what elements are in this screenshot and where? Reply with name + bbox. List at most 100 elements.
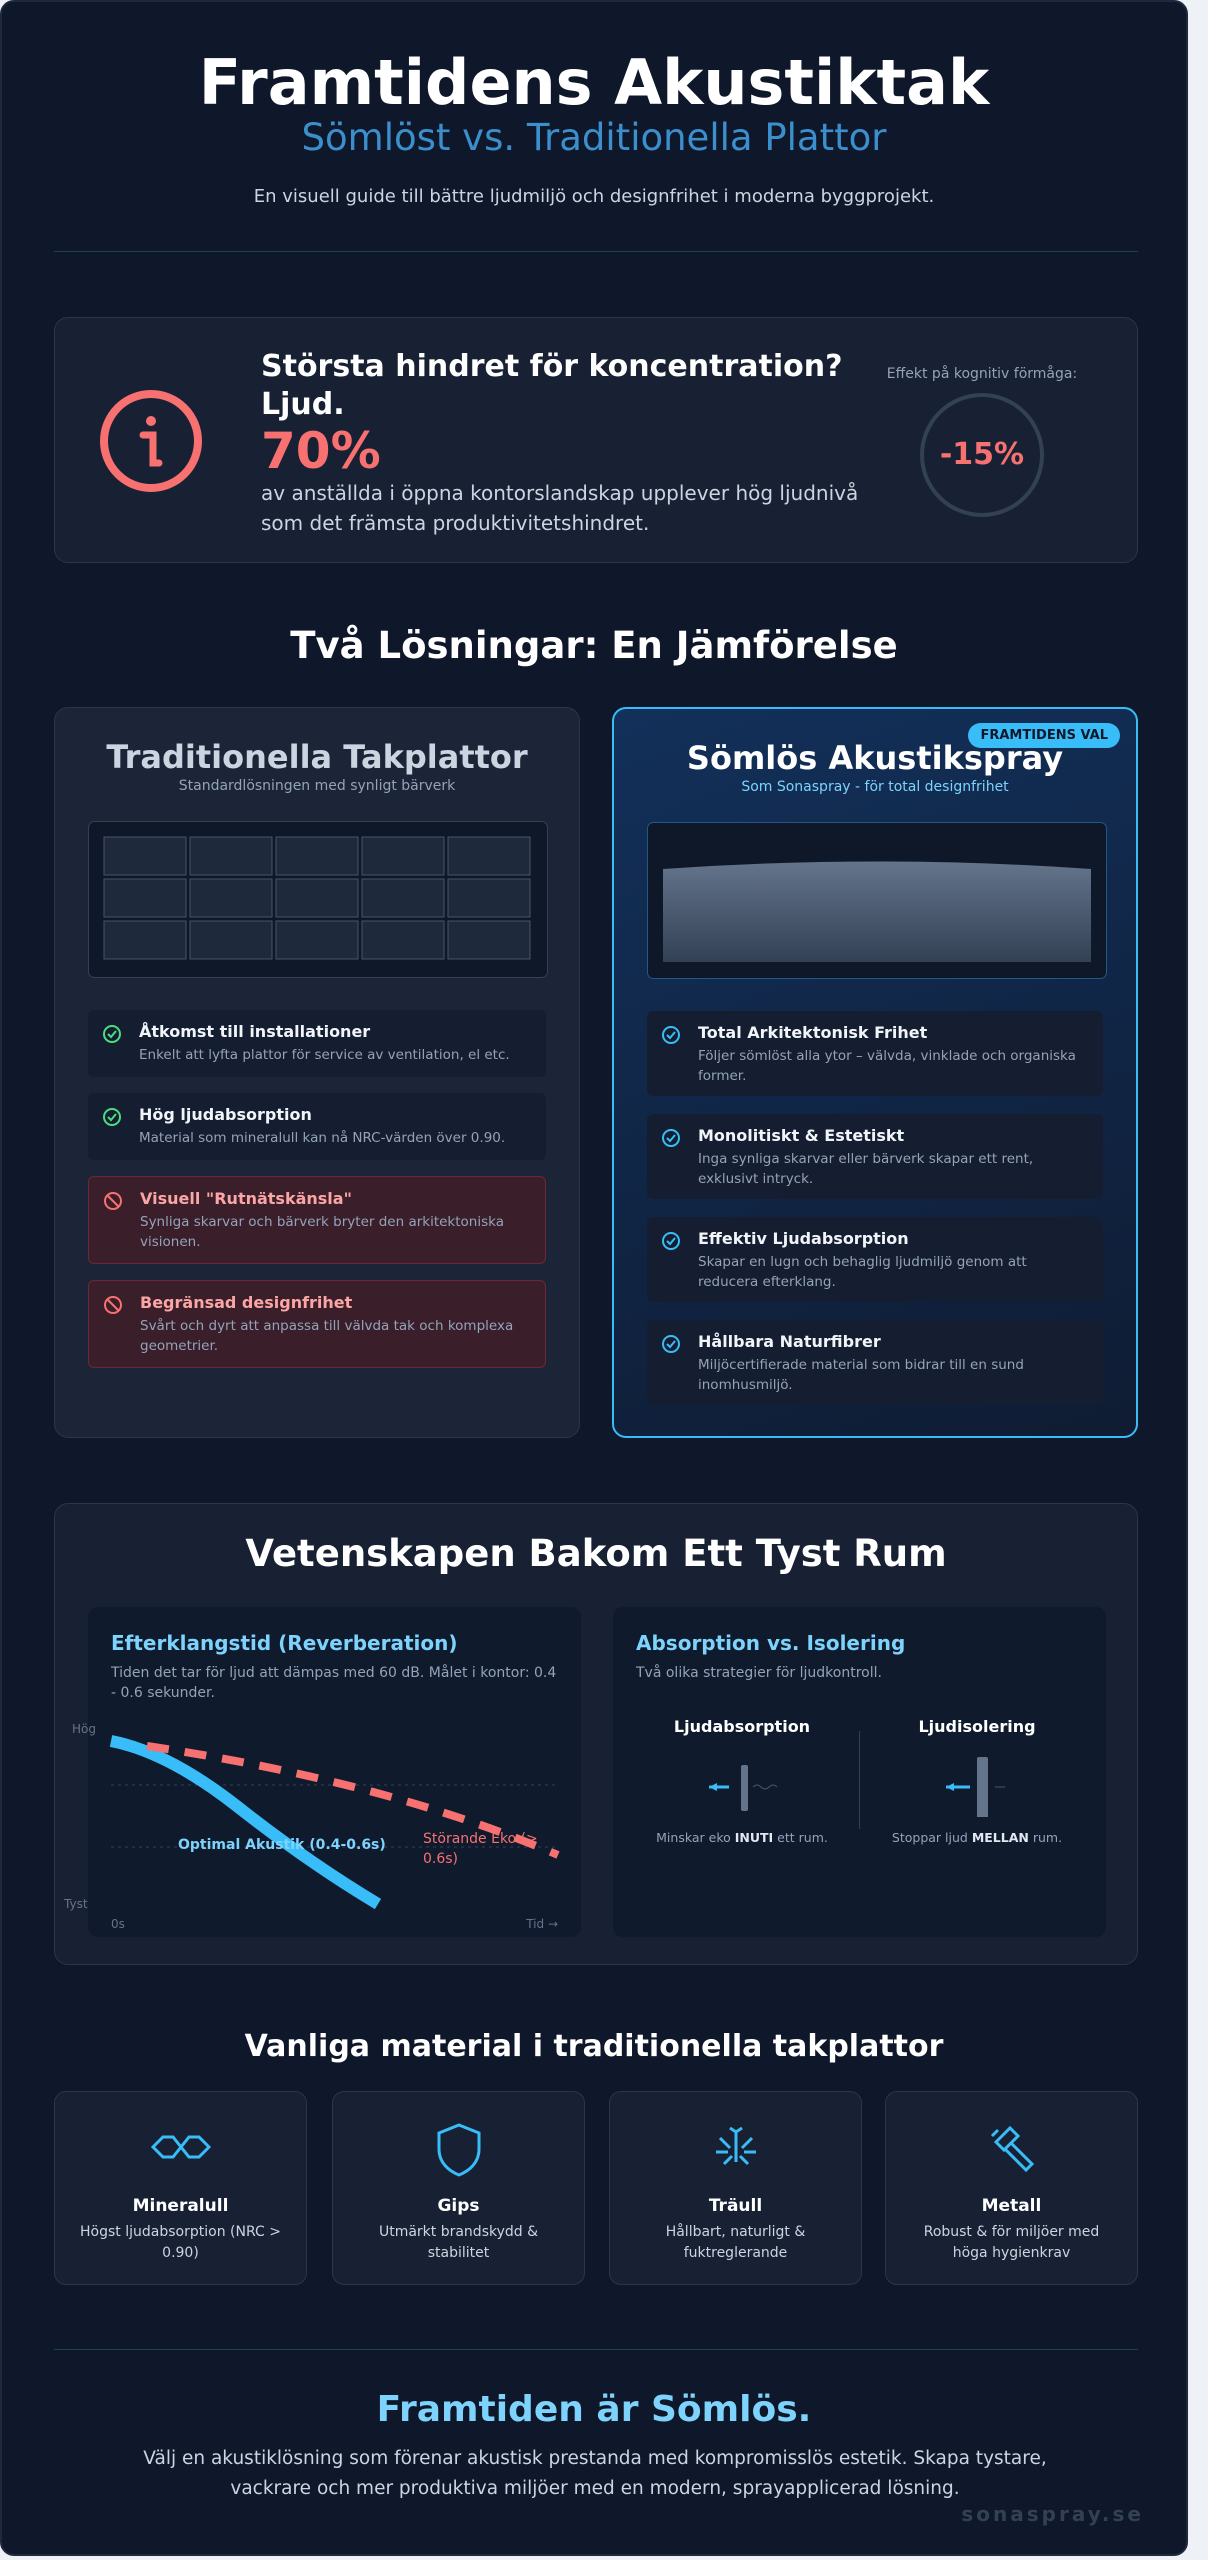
concept-title: Ljudabsorption [673, 1717, 811, 1736]
caption-text: ett rum. [773, 1830, 828, 1845]
pro-item: Åtkomst till installationer Enkelt att ly… [88, 1010, 546, 1077]
item-text: Synliga skarvar och bärverk bryter den a… [140, 1214, 504, 1250]
section-title: Vetenskapen Bakom Ett Tyst Rum [245, 1532, 947, 1575]
material-name: Gips [437, 2196, 480, 2216]
card-subtitle: Standardlösningen med synligt bärverk [178, 778, 456, 794]
axis-label: Tid → [525, 1917, 558, 1931]
panel-text: Tiden det tar för ljud att dämpas med 60… [111, 1665, 557, 1701]
ceiling-tile [103, 920, 187, 960]
material-text: Utmärkt brandskydd & stabilitet [378, 2224, 539, 2261]
axis-label: Tyst [63, 1897, 88, 1911]
seamless-illustration [647, 822, 1107, 979]
tile-grid [88, 821, 548, 978]
caption-text: Minskar eko [656, 1830, 735, 1845]
ceiling-tile [189, 878, 273, 918]
axis-label: Hög [72, 1722, 96, 1736]
divider [54, 2349, 1138, 2350]
item-text: Inga synliga skarvar eller bärverk skapa… [698, 1151, 1034, 1187]
item-title: Effektiv Ljudabsorption [698, 1229, 909, 1248]
ceiling-tile [447, 878, 531, 918]
material-card: Gips Utmärkt brandskydd & stabilitet [332, 2091, 585, 2285]
ceiling-tile [361, 878, 445, 918]
divider [54, 251, 1138, 252]
seamless-card: FRAMTIDENS VAL Sömlös Akustikspray Som S… [612, 707, 1138, 1438]
ceiling-tile [189, 920, 273, 960]
divider [859, 1731, 860, 1829]
item-title: Hållbara Naturfibrer [698, 1332, 881, 1351]
traditional-card: Traditionella Takplattor Standardlösning… [54, 707, 580, 1438]
caption-text: rum. [1028, 1830, 1063, 1845]
material-card: Mineralull Högst ljudabsorption (NRC > 0.… [54, 2091, 307, 2285]
card-title: Traditionella Takplattor [106, 738, 528, 776]
caption-emphasis: MELLAN [971, 1830, 1029, 1845]
item-text: Följer sömlöst alla ytor – välvda, vinkl… [698, 1048, 1076, 1084]
item-text: Svårt och dyrt att anpassa till välvda t… [140, 1318, 514, 1354]
item-title: Total Arkitektonisk Frihet [698, 1023, 928, 1042]
feature-item: Total Arkitektonisk Frihet Följer sömlöst… [647, 1011, 1103, 1096]
ceiling-tile [361, 836, 445, 876]
science-card: Vetenskapen Bakom Ett Tyst Rum Efterklan… [54, 1503, 1138, 1965]
panel-title: Absorption vs. Isolering [636, 1631, 906, 1655]
concept-icons [709, 1757, 1005, 1817]
item-text: Miljöcertifierade material som bidrar ti… [698, 1357, 1024, 1393]
material-name: Mineralull [132, 2196, 229, 2216]
card-title: Sömlös Akustikspray [686, 739, 1064, 777]
material-card: Träull Hållbart, naturligt & fuktregleran… [609, 2091, 862, 2285]
stat-heading: Största hindret för koncentration? Ljud. [261, 349, 843, 422]
caption-emphasis: INUTI [734, 1830, 774, 1845]
curve-label: Optimal Akustik (0.4-0.6s) [178, 1837, 386, 1853]
ceiling-tile [275, 878, 359, 918]
ceiling-tile [361, 920, 445, 960]
material-card: Metall Robust & för miljöer med höga hygi… [885, 2091, 1138, 2285]
pro-item: Hög ljudabsorption Material som mineralul… [88, 1093, 546, 1160]
con-item: Begränsad designfrihet Svårt och dyrt att… [88, 1280, 546, 1368]
ceiling-tile [447, 920, 531, 960]
intro: En visuell guide till bättre ljudmiljö o… [253, 186, 935, 207]
section-title: Två Lösningar: En Jämförelse [290, 624, 898, 667]
effect-value: -15% [920, 393, 1044, 517]
reverb-graph: Hög Tyst 0s Tid → Optimal Akustik (0.4-0… [63, 1722, 560, 1931]
effect-label: Effekt på kognitiv förmåga: [886, 366, 1078, 382]
info-icon [100, 390, 202, 492]
absorption-panel: Absorption vs. Isolering Två olika strat… [613, 1607, 1106, 1937]
con-item: Visuell "Rutnätskänsla" Synliga skarvar o… [88, 1176, 546, 1264]
material-name: Metall [981, 2196, 1042, 2216]
ceiling-tile [103, 836, 187, 876]
footer-title: Framtiden är Sömlös. [376, 2389, 812, 2430]
material-text: Hållbart, naturligt & fuktreglerande [665, 2224, 806, 2261]
item-title: Hög ljudabsorption [139, 1105, 312, 1124]
title: Framtidens Akustiktak [198, 46, 990, 119]
material-name: Träull [708, 2196, 763, 2216]
panel-text: Två olika strategier för ljudkontroll. [636, 1665, 882, 1681]
section-title: Vanliga material i traditionella takplat… [244, 2029, 944, 2064]
item-title: Monolitiskt & Estetiskt [698, 1126, 905, 1145]
badge: FRAMTIDENS VAL [968, 723, 1120, 748]
concept-caption: Minskar eko INUTI ett rum. [622, 1830, 862, 1845]
ceiling-tile [275, 920, 359, 960]
feature-item: Hållbara Naturfibrer Miljöcertifierade ma… [647, 1320, 1103, 1405]
card-subtitle: Som Sonaspray - för total designfrihet [741, 779, 1009, 795]
item-title: Visuell "Rutnätskänsla" [140, 1189, 352, 1208]
reverb-panel: Efterklangstid (Reverberation) Tiden det… [63, 1607, 581, 1937]
concept-title: Ljudisolering [918, 1717, 1036, 1736]
panel-title: Efterklangstid (Reverberation) [111, 1631, 458, 1655]
stat-value: 70% [261, 422, 381, 480]
axis-label: 0s [111, 1917, 125, 1931]
stat-text: av anställda i öppna kontorslandskap upp… [261, 481, 859, 535]
ceiling-tile [189, 836, 273, 876]
item-title: Begränsad designfrihet [140, 1293, 353, 1312]
ceiling-tile [447, 836, 531, 876]
subtitle: Sömlöst vs. Traditionella Plattor [301, 116, 887, 159]
concept-caption: Stoppar ljud MELLAN rum. [857, 1830, 1097, 1845]
item-title: Åtkomst till installationer [139, 1022, 371, 1041]
feature-item: Effektiv Ljudabsorption Skapar en lugn oc… [647, 1217, 1103, 1302]
curve-label: Störande Eko (> 0.6s) [423, 1831, 538, 1867]
item-text: Enkelt att lyfta plattor för service av … [139, 1047, 510, 1063]
caption-text: Stoppar ljud [891, 1830, 972, 1845]
item-text: Skapar en lugn och behaglig ljudmiljö ge… [698, 1254, 1027, 1290]
footer-text: Välj en akustiklösning som förenar akust… [143, 2448, 1047, 2499]
brand: sonaspray.se [961, 2502, 1144, 2526]
material-text: Robust & för miljöer med höga hygienkrav [923, 2224, 1100, 2261]
item-text: Material som mineralull kan nå NRC-värde… [139, 1130, 506, 1146]
